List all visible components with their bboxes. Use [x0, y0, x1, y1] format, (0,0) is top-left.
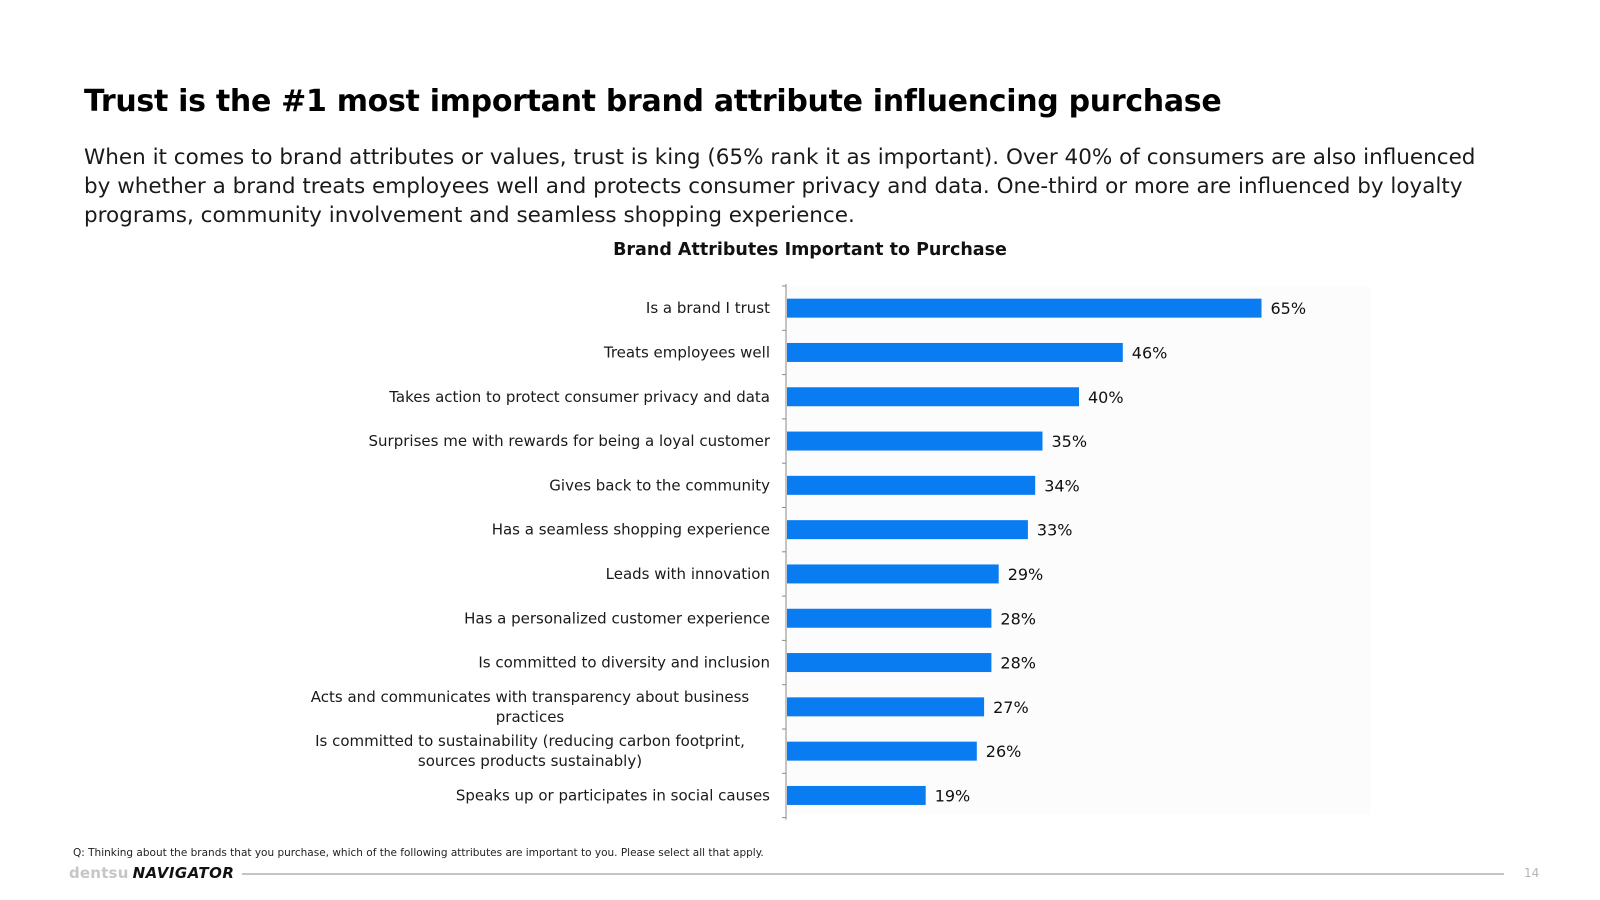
data-label: 28%: [1000, 654, 1036, 673]
navigator-logo-text: NAVIGATOR: [132, 864, 235, 882]
category-label-line: sources products sustainably): [418, 752, 642, 770]
bar: [787, 387, 1079, 407]
dentsu-logo-text: dentsu: [69, 864, 129, 882]
bar: [787, 431, 1043, 451]
category-label-line: Is committed to sustainability (reducing…: [315, 732, 745, 750]
data-label: 33%: [1037, 521, 1073, 540]
category-label: Gives back to the community: [549, 476, 770, 494]
data-label: 34%: [1044, 476, 1080, 495]
data-label: 40%: [1088, 388, 1124, 407]
bar: [787, 608, 992, 628]
bar: [787, 342, 1123, 362]
category-label: Surprises me with rewards for being a lo…: [369, 432, 771, 450]
plot-area: [786, 286, 1370, 814]
data-label: 28%: [1000, 609, 1036, 628]
bar: [787, 298, 1262, 318]
category-label: Is committed to sustainability (reducing…: [315, 732, 745, 770]
chart-title: Brand Attributes Important to Purchase: [613, 240, 1007, 260]
data-label: 29%: [1008, 565, 1044, 584]
bar: [787, 741, 977, 761]
category-label: Has a seamless shopping experience: [492, 521, 770, 539]
page-number: 14: [1524, 866, 1540, 880]
footer-rule: [242, 873, 1504, 875]
bar: [787, 564, 999, 584]
category-label: Acts and communicates with transparency …: [311, 688, 750, 726]
category-label: Is a brand I trust: [646, 299, 770, 317]
slide-headline: Trust is the #1 most important brand att…: [84, 84, 1222, 119]
bar: [787, 520, 1028, 540]
bar: [787, 475, 1036, 495]
category-label: Takes action to protect consumer privacy…: [388, 388, 770, 406]
data-label: 35%: [1052, 432, 1088, 451]
data-label: 27%: [993, 698, 1029, 717]
data-label: 26%: [986, 742, 1022, 761]
data-label: 65%: [1271, 299, 1307, 318]
data-label: 19%: [935, 786, 971, 805]
slide-summary: When it comes to brand attributes or val…: [84, 145, 1476, 228]
bar: [787, 697, 985, 717]
category-label: Leads with innovation: [606, 565, 770, 583]
survey-question-footnote: Q: Thinking about the brands that you pu…: [73, 847, 764, 859]
category-label: Treats employees well: [603, 343, 770, 361]
category-label-line: Acts and communicates with transparency …: [311, 688, 750, 706]
category-label-line: practices: [496, 708, 565, 726]
bar: [787, 653, 992, 673]
brand-logo: dentsu NAVIGATOR: [69, 864, 234, 882]
data-label: 46%: [1132, 343, 1168, 362]
category-label: Has a personalized customer experience: [464, 609, 770, 627]
category-label: Speaks up or participates in social caus…: [456, 786, 770, 804]
category-label: Is committed to diversity and inclusion: [478, 654, 770, 672]
bar: [787, 785, 926, 805]
